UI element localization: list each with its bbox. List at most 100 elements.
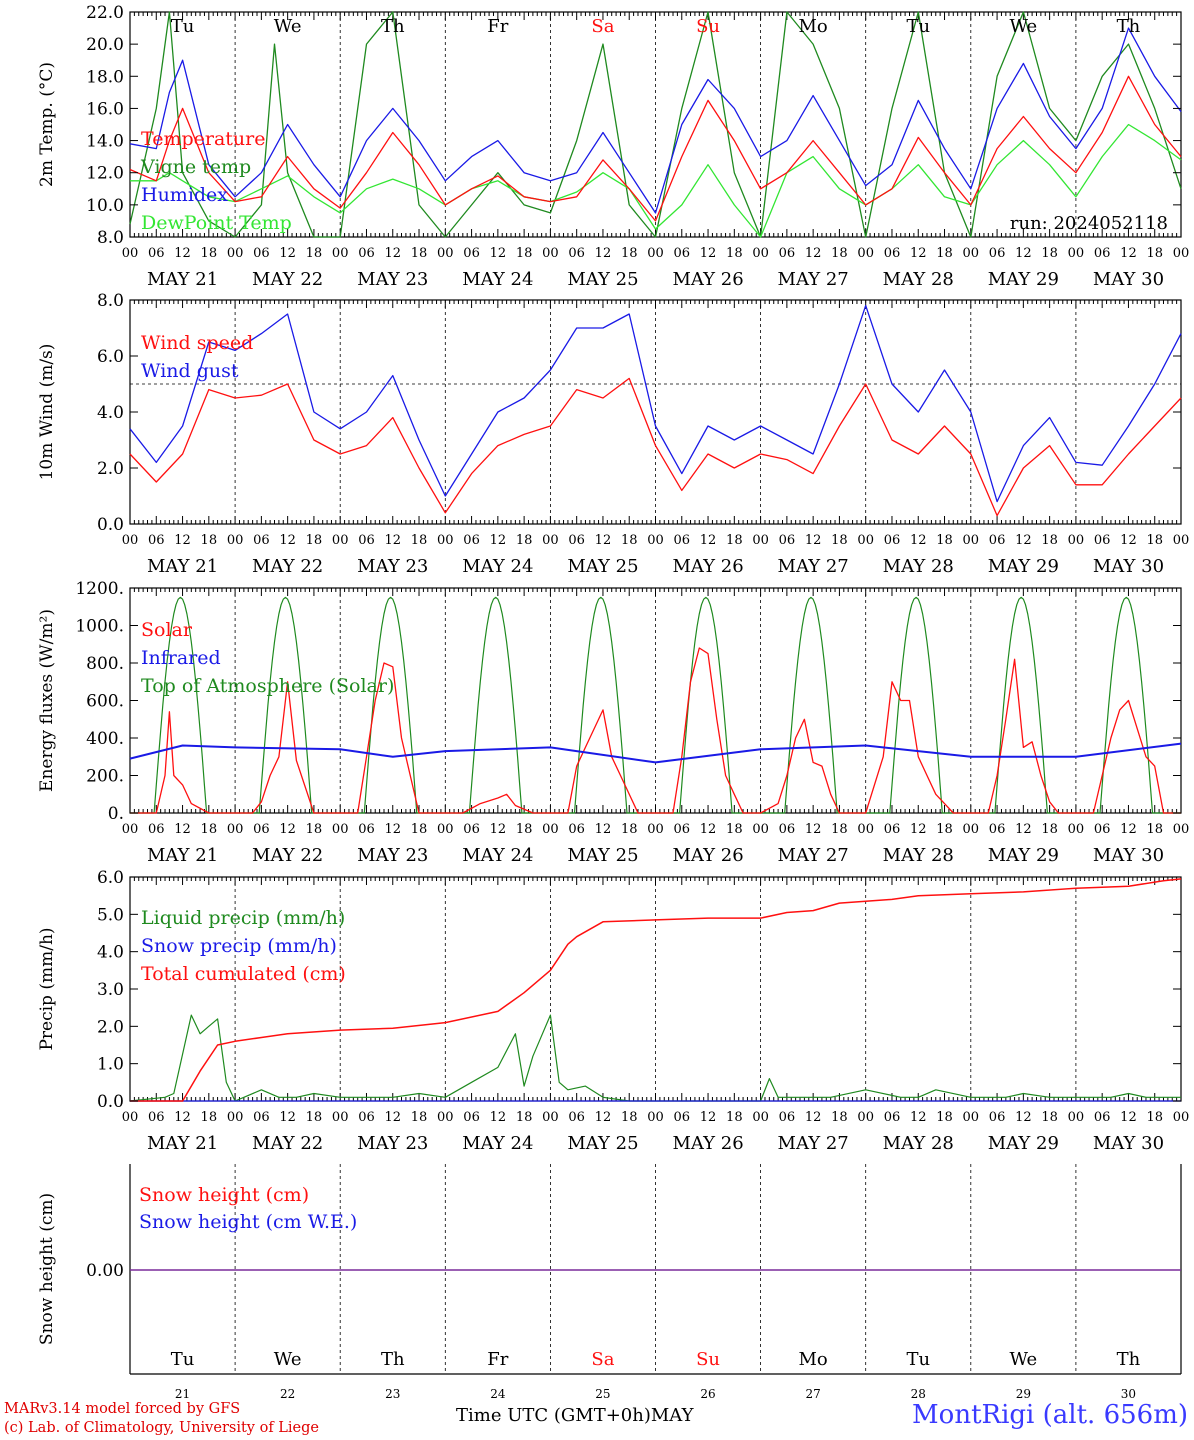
hour-tick-label: 18 — [516, 533, 533, 548]
hour-tick-label: 18 — [621, 1110, 638, 1125]
day-label: MAY 26 — [672, 269, 743, 290]
y-tick-label: 4.0 — [97, 403, 124, 423]
hour-tick-label: 18 — [621, 822, 638, 837]
legend-entry: Infrared — [141, 647, 221, 669]
weekday-label: We — [1010, 1349, 1038, 1370]
hour-tick-label: 06 — [253, 533, 270, 548]
hour-tick-label: 00 — [647, 1110, 664, 1125]
hour-tick-label: 00 — [122, 1110, 139, 1125]
hour-tick-label: 18 — [411, 246, 428, 261]
day-label: MAY 29 — [988, 556, 1059, 577]
hour-tick-label: 12 — [384, 246, 401, 261]
weekday-label: Sa — [591, 16, 614, 37]
weekday-label: Tu — [906, 1349, 930, 1370]
hour-tick-label: 00 — [647, 822, 664, 837]
day-label: MAY 28 — [883, 1133, 954, 1154]
y-tick-label: 2.0 — [97, 1017, 124, 1037]
hour-tick-label: 06 — [148, 533, 165, 548]
hour-tick-label: 12 — [174, 246, 191, 261]
hour-tick-label: 06 — [568, 822, 585, 837]
y-tick-label: 1000. — [75, 617, 124, 637]
hour-tick-label: 06 — [674, 822, 691, 837]
legend-entry: Vigne temp — [140, 156, 251, 178]
legend-entry: Liquid precip (mm/h) — [141, 907, 345, 929]
hour-tick-label: 12 — [1015, 533, 1032, 548]
hour-tick-label: 00 — [227, 533, 244, 548]
hour-tick-label: 12 — [1120, 1110, 1137, 1125]
legend-entry: Temperature — [141, 128, 265, 150]
hour-tick-label: 12 — [174, 1110, 191, 1125]
hour-tick-label: 00 — [542, 246, 559, 261]
hour-tick-label: 00 — [963, 533, 980, 548]
hour-tick-label: 12 — [805, 1110, 822, 1125]
series-line-wind-speed — [129, 377, 1182, 517]
y-tick-label: 10.0 — [86, 196, 124, 216]
hour-tick-label: 06 — [779, 822, 796, 837]
day-label: MAY 24 — [462, 845, 533, 866]
hour-tick-label: 12 — [910, 533, 927, 548]
month-label: MAY — [650, 1405, 694, 1426]
day-label: MAY 24 — [462, 269, 533, 290]
day-number-label: 25 — [595, 1387, 610, 1401]
hour-tick-label: 18 — [306, 246, 323, 261]
hour-tick-label: 00 — [752, 822, 769, 837]
hour-tick-label: 18 — [201, 246, 218, 261]
hour-tick-label: 00 — [227, 246, 244, 261]
weekday-label: Tu — [906, 16, 930, 37]
day-label: MAY 25 — [567, 556, 638, 577]
weekday-label: Fr — [487, 1349, 508, 1370]
legend-entry: Top of Atmosphere (Solar) — [141, 675, 394, 697]
hour-tick-label: 18 — [201, 1110, 218, 1125]
hour-tick-label: 00 — [857, 533, 874, 548]
hour-tick-label: 12 — [700, 533, 717, 548]
hour-tick-label: 06 — [358, 822, 375, 837]
hour-tick-label: 18 — [306, 533, 323, 548]
day-label: MAY 23 — [357, 1133, 428, 1154]
hour-tick-label: 12 — [174, 533, 191, 548]
hour-tick-label: 12 — [910, 246, 927, 261]
hour-tick-label: 18 — [936, 822, 953, 837]
day-label: MAY 22 — [252, 1133, 323, 1154]
hour-tick-label: 00 — [857, 822, 874, 837]
day-label: MAY 23 — [357, 269, 428, 290]
y-tick-label: 0.00 — [86, 1261, 124, 1281]
day-label: MAY 30 — [1093, 556, 1164, 577]
day-label: MAY 26 — [672, 556, 743, 577]
hour-tick-label: 12 — [805, 533, 822, 548]
y-tick-label: 5.0 — [97, 905, 124, 925]
weekday-label: Su — [696, 16, 720, 37]
hour-tick-label: 12 — [1120, 533, 1137, 548]
day-label: MAY 22 — [252, 845, 323, 866]
run-annotation: run: 2024052118 — [1010, 213, 1168, 234]
hour-tick-label: 06 — [884, 246, 901, 261]
hour-tick-label: 00 — [963, 1110, 980, 1125]
hour-tick-label: 18 — [411, 822, 428, 837]
hour-tick-label: 12 — [700, 822, 717, 837]
hour-tick-label: 18 — [1146, 533, 1163, 548]
hour-tick-label: 00 — [1068, 533, 1085, 548]
legend-entry: Wind gust — [141, 360, 239, 382]
hour-tick-label: 06 — [148, 246, 165, 261]
hour-tick-label: 12 — [595, 822, 612, 837]
hour-tick-label: 18 — [831, 822, 848, 837]
day-label: MAY 29 — [988, 845, 1059, 866]
lab-credit: (c) Lab. of Climatology, University of L… — [4, 1420, 319, 1436]
series-line-solar — [130, 647, 1181, 814]
hour-tick-label: 06 — [568, 1110, 585, 1125]
legend-entry: Humidex — [141, 184, 228, 206]
series-line-humidex — [129, 27, 1182, 214]
legend-entry: Snow precip (mm/h) — [141, 935, 337, 957]
day-label: MAY 21 — [147, 556, 218, 577]
y-tick-label: 1200. — [75, 579, 124, 599]
hour-tick-label: 06 — [463, 822, 480, 837]
hour-tick-label: 12 — [174, 822, 191, 837]
weekday-label: Mo — [799, 16, 828, 37]
panel-frame — [129, 587, 1182, 814]
series-line-vigne-temp — [129, 11, 1182, 238]
weekday-label: We — [1010, 16, 1038, 37]
legend-entry: Wind speed — [141, 332, 253, 354]
hour-tick-label: 06 — [148, 822, 165, 837]
y-tick-label: 2.0 — [97, 459, 124, 479]
day-label: MAY 25 — [567, 845, 638, 866]
y-tick-label: 800. — [86, 654, 124, 674]
